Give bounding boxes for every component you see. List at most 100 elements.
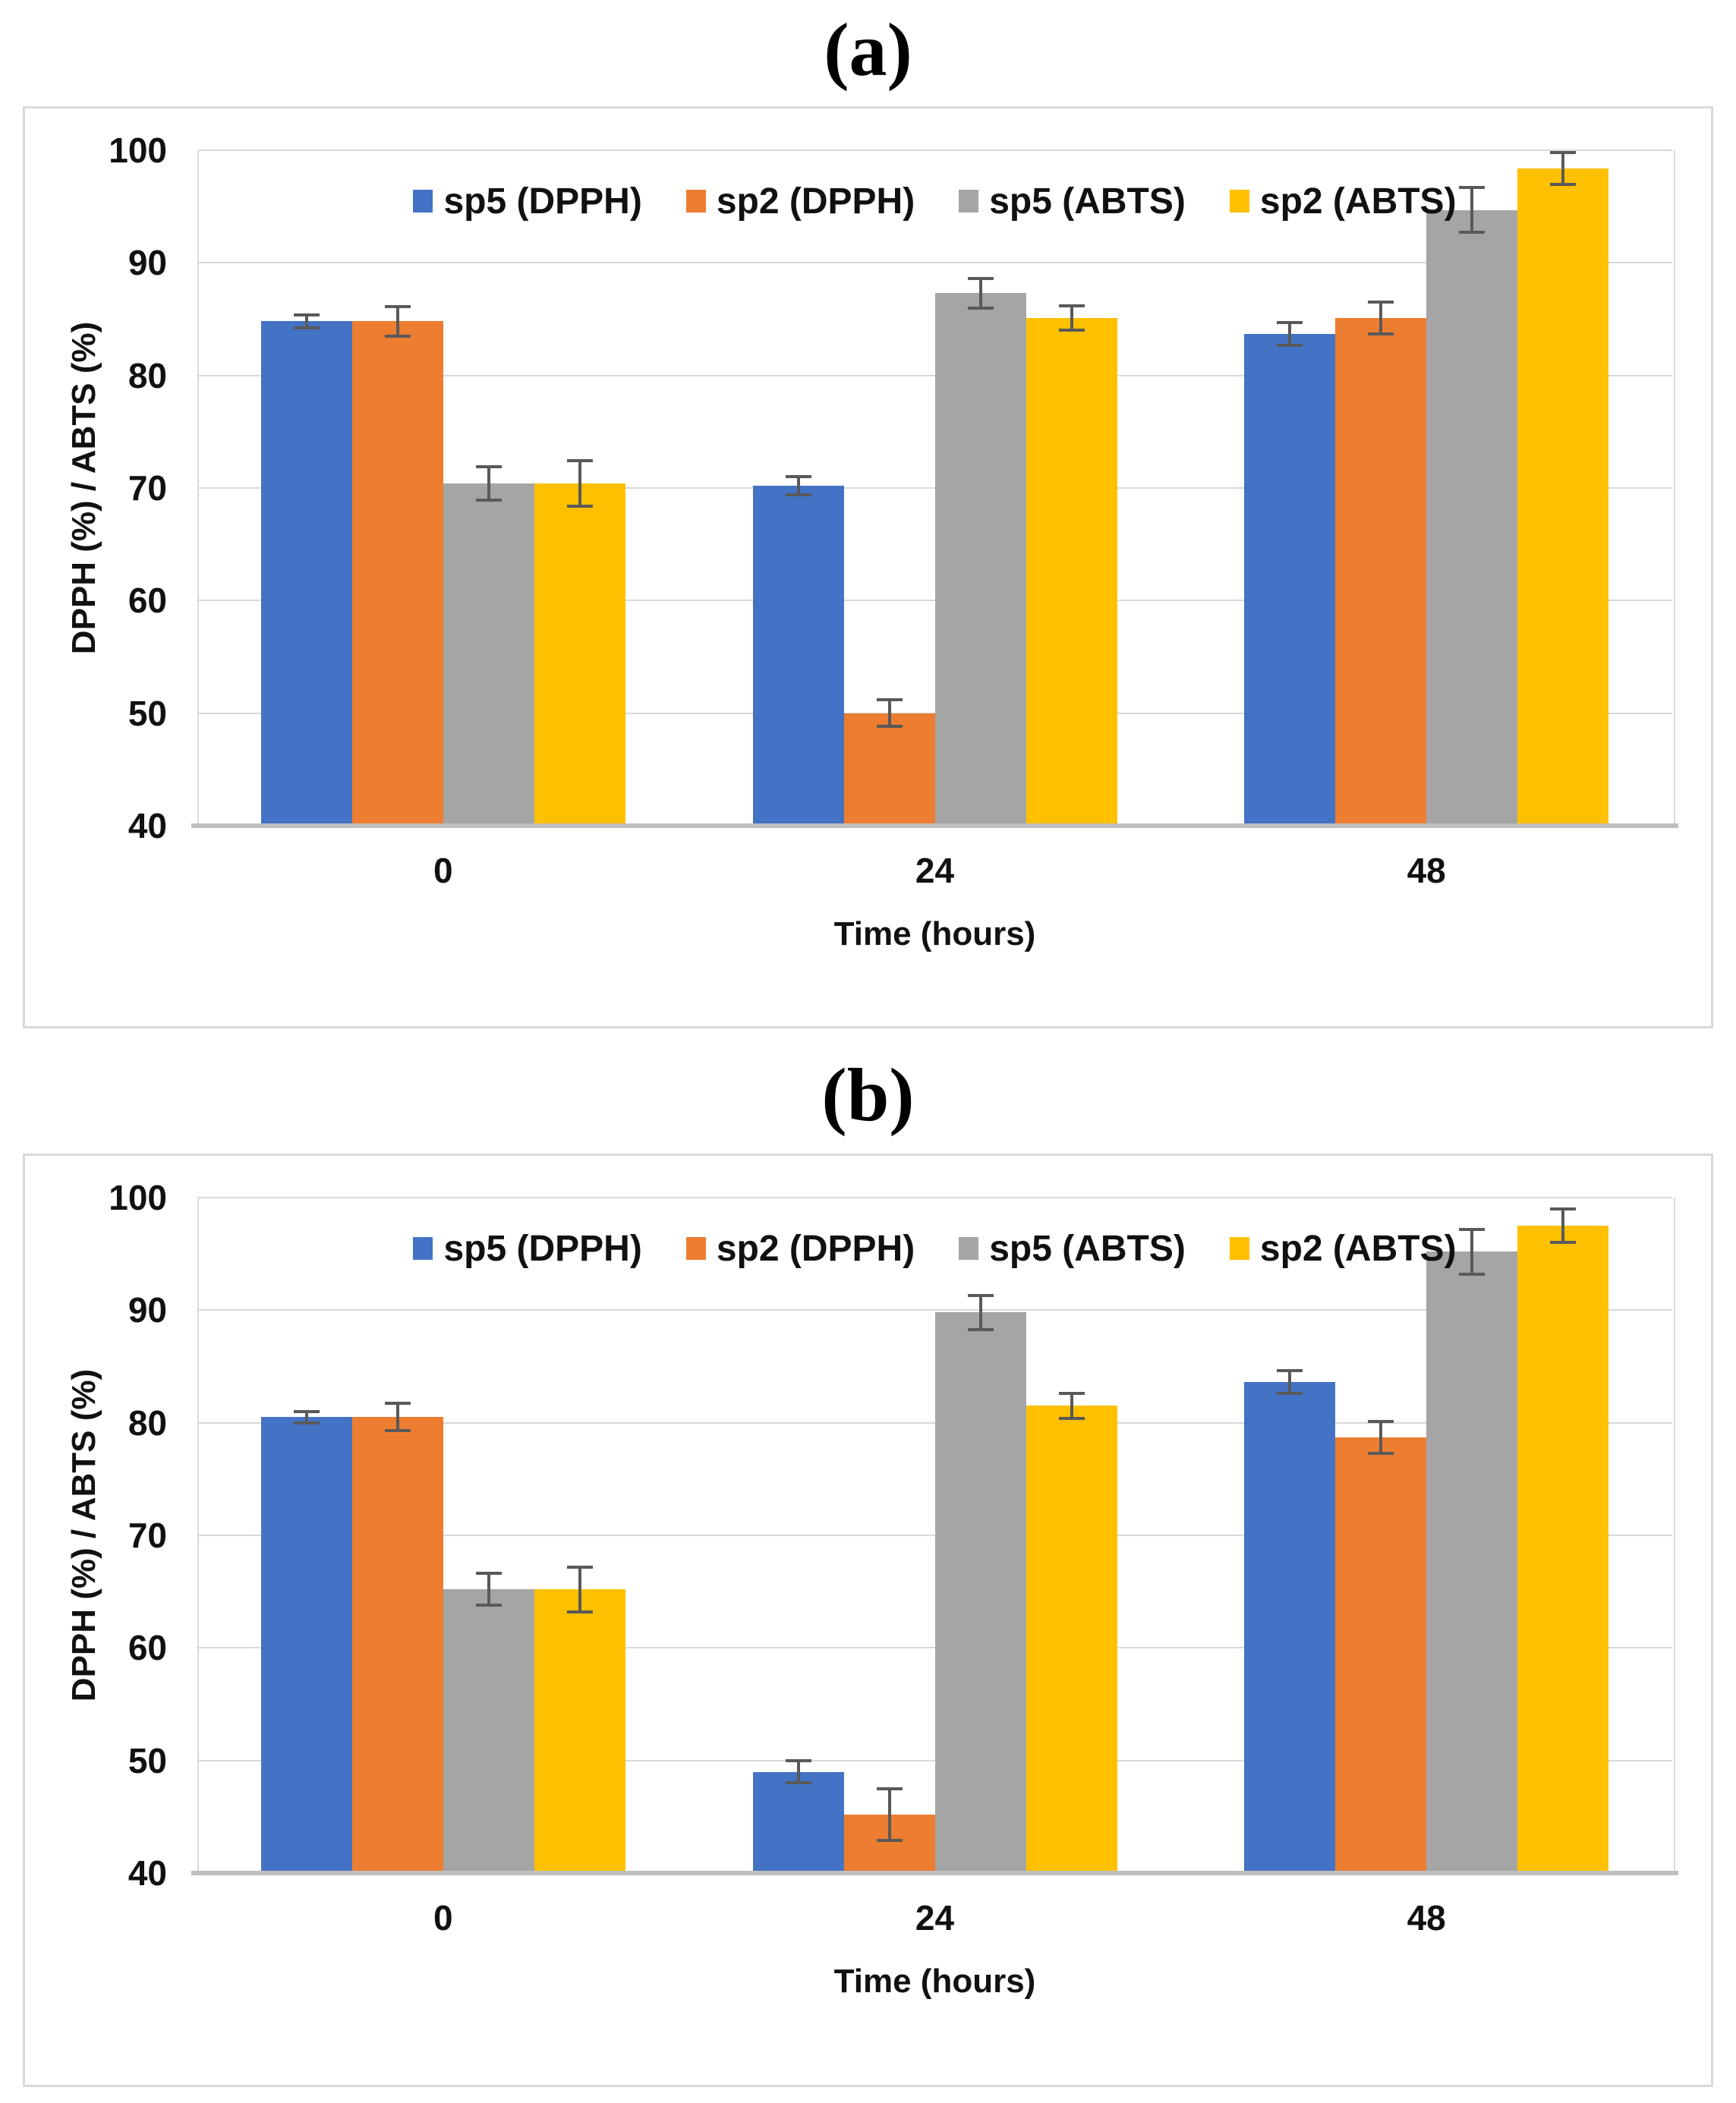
gridline-100 (197, 150, 1672, 151)
legend: sp5 (DPPH) sp2 (DPPH) sp5 (ABTS) sp2 (ABTS) (197, 181, 1672, 222)
error-bar-cap-bottom (876, 1838, 903, 1842)
error-bar-cap-bottom (1368, 1451, 1394, 1455)
error-bar-cap-bottom (1277, 343, 1303, 347)
error-bar-sp2-dpph-24h (887, 1788, 891, 1840)
x-axis-title: Time (hours) (833, 915, 1036, 952)
x-tick-0: 0 (433, 851, 453, 890)
error-bar-cap-bottom (1459, 1272, 1486, 1276)
error-bar-sp5-dpph-24h (796, 477, 800, 495)
error-bar-sp2-abts-24h (1070, 1393, 1073, 1418)
error-bar-cap-top (1368, 1420, 1394, 1424)
error-bar-sp2-abts-24h (1070, 305, 1073, 331)
panel-a: 40 50 60 70 80 90 100 0 24 48 Time (hours) DPPH (%)… (23, 106, 1713, 1028)
y-tick-100: 100 (109, 131, 167, 170)
error-bar-cap-bottom (566, 504, 593, 508)
error-bar-sp5-abts-48h (1470, 1229, 1474, 1274)
error-bar-sp2-dpph-48h (1379, 302, 1383, 334)
y-tick-90: 90 (128, 243, 167, 283)
legend-item-label: sp2 (DPPH) (716, 1228, 915, 1269)
error-bar-cap-top (566, 1565, 593, 1569)
x-tick-24: 24 (915, 851, 955, 890)
legend-item-sp2-dpph: sp2 (DPPH) (685, 181, 915, 222)
bar-sp5-dpph-48h (1244, 1382, 1336, 1873)
error-bar-cap-top (1277, 320, 1303, 324)
error-bar-cap-top (475, 1572, 502, 1576)
legend-item-label: sp2 (ABTS) (1259, 181, 1457, 222)
y-tick-60: 60 (128, 581, 167, 621)
error-bar-cap-top (1277, 1369, 1303, 1373)
y-tick-70: 70 (128, 468, 167, 508)
error-bar-cap-top (785, 475, 811, 479)
bar-sp5-abts-0h (443, 1589, 534, 1873)
error-bar-cap-bottom (785, 493, 811, 496)
legend-item-sp2-abts: sp2 (ABTS) (1229, 1228, 1457, 1270)
bar-sp2-abts-48h (1517, 168, 1609, 826)
error-bar-cap-bottom (384, 1429, 411, 1433)
error-bar-cap-top (1459, 1227, 1486, 1231)
x-tick-48: 48 (1407, 851, 1446, 890)
error-bar-cap-bottom (293, 1421, 320, 1425)
error-bar-cap-top (876, 1787, 903, 1790)
error-bar-cap-top (384, 305, 411, 309)
legend-swatch-icon (685, 1237, 706, 1260)
y-tick-80: 80 (128, 355, 167, 395)
bar-sp2-dpph-0h (351, 1417, 443, 1873)
error-bar-cap-bottom (293, 326, 320, 330)
error-bar-cap-bottom (967, 306, 994, 310)
error-bar-cap-bottom (785, 1781, 811, 1785)
legend-item-sp5-abts: sp5 (ABTS) (959, 1228, 1186, 1270)
bar-sp5-dpph-0h (260, 321, 352, 826)
y-tick-40: 40 (128, 1853, 167, 1893)
error-bar-sp5-dpph-48h (1288, 322, 1292, 345)
error-bar-sp2-dpph-0h (395, 1403, 399, 1431)
legend-item-sp2-abts: sp2 (ABTS) (1229, 181, 1457, 222)
error-bar-cap-bottom (1058, 329, 1085, 332)
error-bar-cap-top (967, 277, 994, 281)
error-bar-sp5-abts-24h (978, 279, 982, 308)
bar-sp5-dpph-24h (752, 486, 844, 826)
bar-sp5-abts-24h (934, 1312, 1026, 1873)
x-tick-0: 0 (433, 1898, 453, 1938)
legend-swatch-icon (959, 190, 979, 213)
bar-sp2-abts-0h (534, 483, 625, 826)
error-bar-cap-bottom (967, 1327, 994, 1331)
legend-item-label: sp5 (ABTS) (989, 1228, 1186, 1269)
error-bar-sp5-abts-0h (487, 466, 490, 501)
error-bar-cap-bottom (475, 1603, 502, 1607)
error-bar-sp2-abts-48h (1561, 1208, 1565, 1243)
error-bar-sp2-abts-48h (1561, 152, 1565, 184)
bar-sp2-abts-24h (1026, 318, 1117, 826)
gridline-90 (197, 262, 1672, 264)
y-tick-60: 60 (128, 1628, 167, 1668)
legend-item-sp5-dpph: sp5 (DPPH) (413, 1228, 642, 1270)
bar-sp5-abts-0h (443, 483, 534, 826)
legend-swatch-icon (959, 1237, 979, 1260)
panel-b-label: (b) (821, 1053, 915, 1137)
error-bar-cap-top (967, 1294, 994, 1298)
legend-item-sp5-dpph: sp5 (DPPH) (413, 181, 642, 222)
error-bar-sp5-abts-24h (978, 1295, 982, 1330)
y-axis-title: DPPH (%) / ABTS (%) (65, 321, 102, 655)
bar-sp5-abts-48h (1426, 209, 1518, 826)
error-bar-cap-bottom (1277, 1392, 1303, 1396)
chart-b: 40 50 60 70 80 90 100 0 24 48 Time (hours) DPPH (%)… (25, 1156, 1711, 2085)
error-bar-sp5-dpph-48h (1288, 1371, 1292, 1394)
x-tick-24: 24 (915, 1898, 955, 1938)
error-bar-cap-top (1058, 1392, 1085, 1396)
error-bar-cap-top (475, 464, 502, 468)
error-bar-cap-bottom (1550, 182, 1577, 186)
y-tick-100: 100 (109, 1178, 167, 1217)
legend: sp5 (DPPH) sp2 (DPPH) sp5 (ABTS) sp2 (ABTS) (197, 1228, 1672, 1270)
error-bar-sp5-abts-48h (1470, 187, 1474, 233)
legend-item-label: sp5 (DPPH) (443, 1228, 642, 1269)
error-bar-cap-top (876, 697, 903, 701)
error-bar-sp2-abts-0h (578, 1566, 581, 1612)
bar-sp2-abts-48h (1517, 1226, 1609, 1873)
bar-sp2-dpph-48h (1335, 1437, 1427, 1873)
y-tick-50: 50 (128, 693, 167, 733)
error-bar-cap-top (293, 1409, 320, 1413)
y-tick-70: 70 (128, 1516, 167, 1555)
error-bar-cap-top (1550, 150, 1577, 154)
error-bar-cap-bottom (384, 334, 411, 338)
y-tick-50: 50 (128, 1740, 167, 1780)
